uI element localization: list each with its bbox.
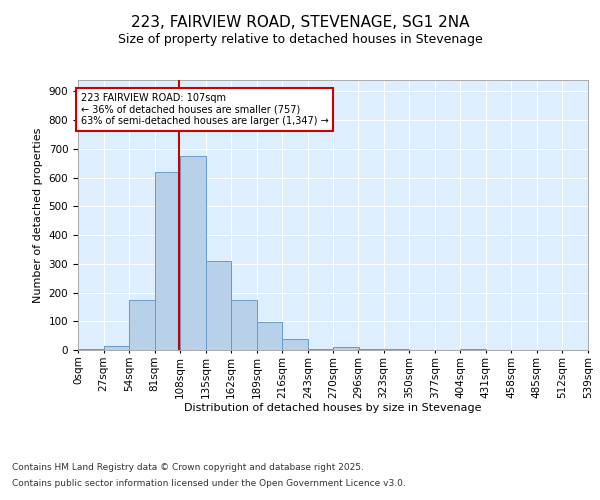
Bar	[383, 349, 409, 350]
Bar	[78, 348, 104, 350]
Bar	[460, 348, 486, 350]
Bar	[104, 346, 129, 350]
Text: Contains public sector information licensed under the Open Government Licence v3: Contains public sector information licen…	[12, 478, 406, 488]
Bar	[155, 172, 180, 350]
Bar	[231, 300, 257, 350]
X-axis label: Distribution of detached houses by size in Stevenage: Distribution of detached houses by size …	[184, 403, 482, 413]
Bar	[129, 300, 155, 350]
Y-axis label: Number of detached properties: Number of detached properties	[33, 128, 43, 302]
Text: Contains HM Land Registry data © Crown copyright and database right 2025.: Contains HM Land Registry data © Crown c…	[12, 464, 364, 472]
Bar	[206, 261, 231, 350]
Bar	[334, 346, 359, 350]
Text: 223, FAIRVIEW ROAD, STEVENAGE, SG1 2NA: 223, FAIRVIEW ROAD, STEVENAGE, SG1 2NA	[131, 15, 469, 30]
Bar	[180, 156, 206, 350]
Bar	[283, 338, 308, 350]
Bar	[358, 349, 383, 350]
Text: Size of property relative to detached houses in Stevenage: Size of property relative to detached ho…	[118, 32, 482, 46]
Text: 223 FAIRVIEW ROAD: 107sqm
← 36% of detached houses are smaller (757)
63% of semi: 223 FAIRVIEW ROAD: 107sqm ← 36% of detac…	[81, 93, 329, 126]
Bar	[308, 349, 334, 350]
Bar	[257, 322, 283, 350]
